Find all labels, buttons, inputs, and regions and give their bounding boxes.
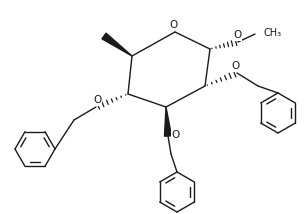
Text: O: O <box>169 20 177 30</box>
Polygon shape <box>164 107 171 136</box>
Text: O: O <box>233 30 241 40</box>
Text: CH₃: CH₃ <box>263 28 281 38</box>
Text: O: O <box>93 95 101 105</box>
Text: O: O <box>231 61 239 71</box>
Text: O: O <box>172 130 180 140</box>
Polygon shape <box>102 33 132 56</box>
